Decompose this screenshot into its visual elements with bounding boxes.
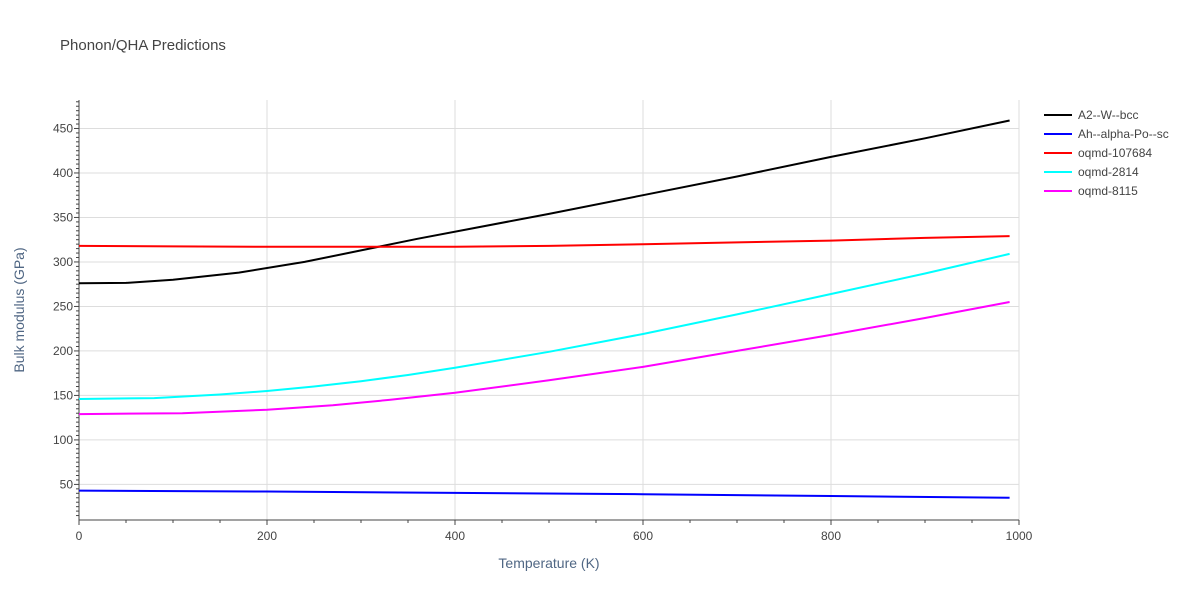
legend-item[interactable]: Ah--alpha-Po--sc	[1044, 127, 1169, 141]
legend-label: A2--W--bcc	[1078, 108, 1138, 122]
y-tick-label: 350	[53, 210, 73, 224]
legend-item[interactable]: oqmd-2814	[1044, 165, 1139, 179]
x-tick-label: 0	[76, 529, 83, 543]
legend-label: oqmd-8115	[1078, 184, 1138, 198]
axis-layer: 0 200 400 600 800 1000 50 100 150 200 250 300 350 400…	[53, 100, 1033, 543]
x-tick-label: 400	[445, 529, 465, 543]
legend-label: oqmd-2814	[1078, 165, 1139, 179]
legend-item[interactable]: oqmd-8115	[1044, 184, 1138, 198]
y-tick-label: 200	[53, 344, 73, 358]
series-line	[78, 252, 1010, 400]
series-layer	[78, 119, 1010, 499]
grid-layer	[79, 100, 1020, 520]
series-line	[78, 119, 1010, 285]
y-tick-label: 150	[53, 388, 73, 402]
y-tick-label: 400	[53, 166, 73, 180]
y-tick-label: 100	[53, 433, 73, 447]
x-tick-label: 800	[821, 529, 841, 543]
y-tick-label: 250	[53, 299, 73, 313]
series-line	[78, 301, 1010, 416]
x-tick-label: 200	[257, 529, 277, 543]
legend-item[interactable]: oqmd-107684	[1044, 146, 1152, 160]
series-line	[78, 489, 1010, 499]
y-axis-title: Bulk modulus (GPa)	[11, 247, 27, 372]
x-tick-label: 600	[633, 529, 653, 543]
chart-title: Phonon/QHA Predictions	[60, 37, 226, 54]
series-line	[78, 235, 1010, 248]
x-axis-title: Temperature (K)	[498, 555, 599, 571]
legend-item[interactable]: A2--W--bcc	[1044, 108, 1138, 122]
legend-label: oqmd-107684	[1078, 146, 1152, 160]
x-tick-label: 1000	[1006, 529, 1033, 543]
y-tick-label: 300	[53, 255, 73, 269]
y-tick-label: 50	[60, 477, 74, 491]
legend[interactable]: A2--W--bcc Ah--alpha-Po--sc oqmd-107684 oqm…	[1044, 108, 1169, 198]
legend-label: Ah--alpha-Po--sc	[1078, 127, 1169, 141]
y-tick-label: 450	[53, 121, 73, 135]
